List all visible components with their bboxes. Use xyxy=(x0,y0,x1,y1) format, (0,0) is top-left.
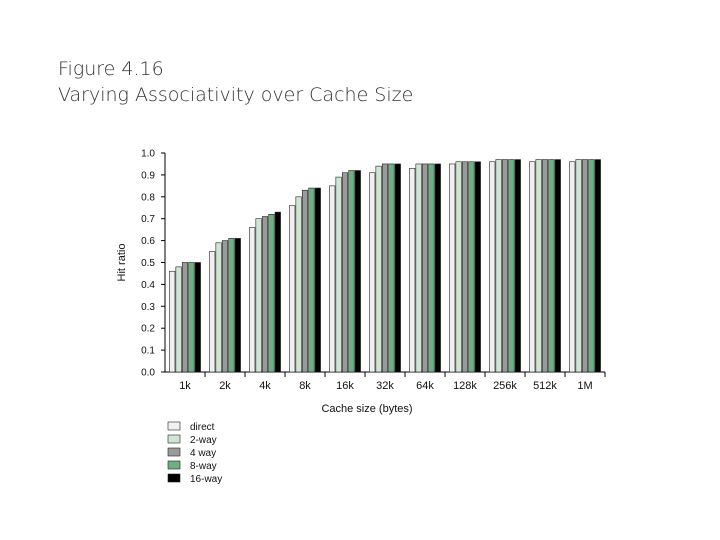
x-tick-label: 64k xyxy=(416,380,434,392)
bar xyxy=(181,262,189,373)
bar xyxy=(289,205,296,373)
figure-title: Varying Associativity over Cache Size xyxy=(58,84,414,106)
legend-swatch xyxy=(167,447,181,457)
bar xyxy=(194,262,201,373)
bar xyxy=(261,216,269,373)
bar xyxy=(474,161,481,373)
bar xyxy=(228,238,235,373)
bar xyxy=(221,240,229,373)
bar xyxy=(588,159,595,373)
legend-label: 4 way xyxy=(190,448,216,459)
bar xyxy=(508,159,515,373)
bar xyxy=(468,161,475,373)
legend-label: 8-way xyxy=(190,461,217,472)
x-axis-label: Cache size (bytes) xyxy=(321,403,412,415)
bar xyxy=(541,159,549,373)
legend-label: 2-way xyxy=(190,435,217,446)
bar xyxy=(234,238,241,373)
bar xyxy=(308,187,315,373)
bar xyxy=(434,163,441,373)
bar xyxy=(569,161,576,373)
bar xyxy=(255,218,262,373)
bar xyxy=(329,185,336,373)
legend-swatch xyxy=(167,434,181,444)
bar xyxy=(594,159,601,373)
bar xyxy=(314,187,321,373)
bar xyxy=(169,270,176,373)
bar xyxy=(489,161,496,373)
bar xyxy=(335,176,342,373)
bar xyxy=(268,214,275,373)
legend-swatch xyxy=(167,473,181,483)
x-tick-label: 4k xyxy=(259,380,271,392)
x-tick-label: 128k xyxy=(453,380,477,392)
legend-swatch xyxy=(167,421,181,431)
y-tick-label: 0.0 xyxy=(141,368,155,379)
y-tick-label: 0.7 xyxy=(141,214,155,225)
figure-number: Figure 4.16 xyxy=(58,58,164,80)
bar xyxy=(529,161,536,373)
legend-label: 16-way xyxy=(190,474,222,485)
x-tick-label: 1M xyxy=(577,380,592,392)
y-tick-label: 0.3 xyxy=(141,302,155,313)
bar xyxy=(455,161,462,373)
x-tick-label: 1k xyxy=(179,380,191,392)
y-tick-label: 0.8 xyxy=(141,192,155,203)
x-tick-label: 256k xyxy=(493,380,517,392)
bar xyxy=(295,196,302,373)
legend-label: direct xyxy=(190,422,215,433)
x-tick-label: 512k xyxy=(533,380,557,392)
bar xyxy=(188,262,195,373)
x-tick-label: 16k xyxy=(336,380,354,392)
bar xyxy=(348,170,355,373)
bar xyxy=(554,159,561,373)
bar xyxy=(209,251,216,373)
y-tick-label: 0.1 xyxy=(141,346,155,357)
bar xyxy=(461,161,469,373)
y-tick-label: 0.5 xyxy=(141,258,155,269)
legend-swatch xyxy=(167,460,181,470)
bar xyxy=(421,163,429,373)
bar xyxy=(514,159,521,373)
y-tick-label: 0.6 xyxy=(141,236,155,247)
bar xyxy=(249,227,256,373)
bar xyxy=(548,159,555,373)
y-tick-label: 0.4 xyxy=(141,280,155,291)
bar xyxy=(495,159,502,373)
bar xyxy=(375,165,382,373)
bar xyxy=(428,163,435,373)
bar xyxy=(369,172,376,373)
x-tick-label: 8k xyxy=(299,380,311,392)
bar xyxy=(341,172,349,373)
bar xyxy=(394,163,401,373)
bar xyxy=(274,211,281,373)
y-tick-label: 0.9 xyxy=(141,170,155,181)
bar xyxy=(388,163,395,373)
bar xyxy=(449,163,456,373)
bar xyxy=(415,163,422,373)
bar xyxy=(501,159,509,373)
bar xyxy=(409,168,416,373)
bar xyxy=(381,163,389,373)
bar xyxy=(301,189,309,373)
bar xyxy=(575,159,582,373)
x-tick-label: 2k xyxy=(219,380,231,392)
bar xyxy=(581,159,589,373)
y-tick-label: 1.0 xyxy=(141,149,155,160)
bar xyxy=(175,266,182,373)
bar xyxy=(215,242,222,373)
y-axis-label: Hit ratio xyxy=(116,244,128,282)
x-tick-label: 32k xyxy=(376,380,394,392)
bar xyxy=(354,170,361,373)
y-tick-label: 0.2 xyxy=(141,324,155,335)
bar xyxy=(535,159,542,373)
